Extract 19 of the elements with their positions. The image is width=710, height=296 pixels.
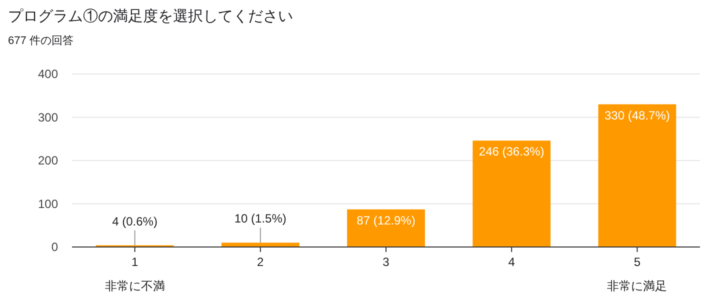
x-tick-label: 3 bbox=[382, 255, 390, 269]
annotation: 非常に不満 bbox=[104, 279, 165, 293]
y-tick-label: 100 bbox=[38, 196, 58, 211]
title: プログラム①の満足度を選択してください bbox=[8, 8, 293, 25]
annotation: 非常に満足 bbox=[607, 279, 668, 293]
data-label: 4 (0.6%) bbox=[112, 214, 158, 228]
x-tick-label: 5 bbox=[634, 255, 641, 269]
y-tick-label: 0 bbox=[51, 240, 58, 254]
data-label: 246 (36.3%) bbox=[478, 144, 544, 159]
x-tick-label: 2 bbox=[257, 255, 264, 269]
data-label: 87 (12.9%) bbox=[356, 213, 416, 228]
y-tick-label: 200 bbox=[38, 154, 58, 168]
data-label: 10 (1.5%) bbox=[234, 212, 286, 226]
data-label: 330 (48.7%) bbox=[604, 108, 670, 122]
x-tick-label: 1 bbox=[131, 255, 138, 269]
subtitle: 677 件の回答 bbox=[8, 35, 74, 47]
x-tick-label: 4 bbox=[508, 255, 516, 269]
y-tick-label: 400 bbox=[38, 67, 58, 81]
y-tick-label: 300 bbox=[38, 110, 58, 124]
